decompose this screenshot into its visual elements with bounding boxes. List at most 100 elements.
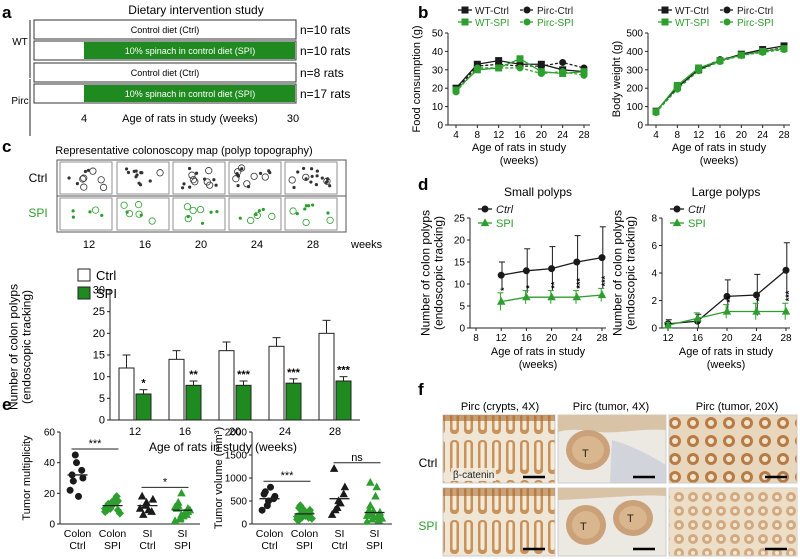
- tumor-mark: T: [582, 448, 589, 460]
- significance-mark: *: [141, 378, 146, 390]
- data-point-spi: [752, 306, 761, 315]
- polyp-dot: [125, 210, 134, 218]
- bar-spi: [285, 382, 302, 421]
- polyp-dot: [328, 184, 332, 188]
- legend-label: WT-Ctrl: [675, 6, 709, 17]
- x-tick-label: Ctrl: [261, 540, 277, 552]
- y-axis-label: Number of colon polyps: [419, 210, 433, 336]
- data-point-ctrl: [753, 291, 760, 299]
- significance-mark: ***: [575, 278, 585, 289]
- legend-marker: [723, 18, 731, 26]
- y-tick-label: 20: [44, 489, 56, 500]
- polyp-dot: [205, 167, 213, 175]
- polyp-dot: [139, 213, 143, 217]
- map-cell: [59, 197, 113, 231]
- y-axis-label: Number of colon polyps: [7, 284, 21, 410]
- data-point-spi: [693, 313, 702, 322]
- significance-mark: *: [755, 297, 765, 301]
- data-point-ctrl: [723, 292, 731, 300]
- y-tick-label: 20: [93, 328, 105, 340]
- data-point-pirc-spi: [652, 108, 660, 116]
- polyp-dot: [86, 168, 91, 172]
- data-point: [137, 491, 147, 500]
- x-tick-label: SI: [143, 528, 153, 540]
- y-tick-label: 300: [626, 65, 643, 76]
- data-point-pirc-spi: [695, 67, 703, 75]
- y-tick-label: 25: [454, 214, 466, 225]
- polyp-dot: [258, 171, 263, 175]
- x-tick-label: 16: [714, 130, 726, 141]
- polyp-dot: [309, 180, 313, 184]
- y-tick-label: 20: [454, 236, 466, 247]
- x-tick-label: Colon: [291, 528, 319, 540]
- y-tick-label: 30: [93, 285, 105, 297]
- data-point-pirc-spi: [495, 64, 503, 72]
- x-axis-label: Age of rats in study: [679, 346, 774, 358]
- polyp-dot: [240, 167, 244, 171]
- timeline-axis-label: Age of rats in study (weeks): [122, 113, 258, 125]
- map-week-24: 24: [251, 239, 263, 251]
- tumor-mark: T: [627, 513, 634, 525]
- legend-label: Ctrl: [688, 204, 706, 216]
- polyp-dot: [209, 210, 213, 214]
- x-axis-label: (weeks): [700, 155, 739, 167]
- polyp-dot: [182, 182, 186, 186]
- data-point-pirc-spi: [737, 51, 745, 59]
- significance-mark: **: [725, 295, 735, 303]
- polyp-dot: [314, 182, 319, 187]
- panel-label-f: f: [418, 380, 424, 399]
- x-tick-label: Colon: [64, 528, 92, 540]
- polyp-dot: [97, 176, 105, 184]
- y-axis-label: (endoscopic tracking): [432, 216, 446, 330]
- map-cell: [228, 161, 282, 195]
- polyp-dot: [254, 212, 258, 217]
- bar-spi: [185, 384, 202, 421]
- polyp-dot: [304, 177, 308, 181]
- x-tick-label: 24: [757, 130, 769, 141]
- data-point-ctrl: [598, 254, 606, 262]
- y-axis-label: Number of colon polyps: [611, 210, 625, 336]
- legend-marker: [673, 205, 681, 213]
- data-point: [183, 507, 193, 515]
- tumor-mark: T: [580, 521, 587, 533]
- significance-mark: ***: [337, 365, 351, 377]
- data-point-pirc-spi: [580, 71, 588, 79]
- polyp-dot: [186, 214, 190, 219]
- x-tick-label: 24: [557, 130, 569, 141]
- data-point: [375, 512, 385, 520]
- bar-ctrl: [218, 350, 235, 421]
- map-row-spi: SPI: [28, 206, 47, 220]
- data-point-spi: [572, 292, 582, 301]
- legend-marker: [661, 6, 669, 14]
- legend-marker: [481, 205, 489, 213]
- chart-tumor-multiplicity: 0204060ColonCtrlColonSPISICtrlSISPI****T…: [21, 428, 200, 552]
- polyp-dot: [237, 164, 246, 172]
- legend-marker: [523, 6, 531, 14]
- x-tick-label: 28: [596, 333, 608, 344]
- x-tick-label: 24: [751, 333, 763, 344]
- data-point: [104, 499, 113, 509]
- diet-label: Control diet (Ctrl): [131, 68, 200, 78]
- data-point-ctrl: [782, 266, 790, 274]
- series-line-wt-ctrl: [655, 45, 785, 112]
- x-tick-label: SPI: [174, 540, 191, 552]
- data-point: [69, 477, 77, 485]
- polyp-dot: [71, 215, 75, 219]
- y-tick-label: 0: [637, 121, 643, 132]
- polyp-dot: [253, 211, 261, 219]
- y-tick-label: 10: [454, 280, 466, 291]
- x-tick-label: 20: [736, 130, 748, 141]
- y-tick-label: 0: [437, 121, 443, 132]
- histology-title-tumor-20x: Pirc (tumor, 20X): [696, 401, 779, 413]
- x-tick-label: 28: [329, 426, 341, 438]
- legend-label: Pirc-SPI: [737, 18, 774, 29]
- data-point: [79, 474, 87, 482]
- map-cell: [284, 161, 338, 195]
- polyp-dot: [100, 213, 104, 217]
- polyp-dot: [91, 206, 100, 214]
- legend-swatch: [77, 286, 91, 300]
- polyp-dot: [188, 185, 192, 189]
- polyp-dot: [71, 209, 75, 213]
- y-tick-label: 50: [432, 29, 444, 40]
- polyp-dot: [326, 216, 334, 224]
